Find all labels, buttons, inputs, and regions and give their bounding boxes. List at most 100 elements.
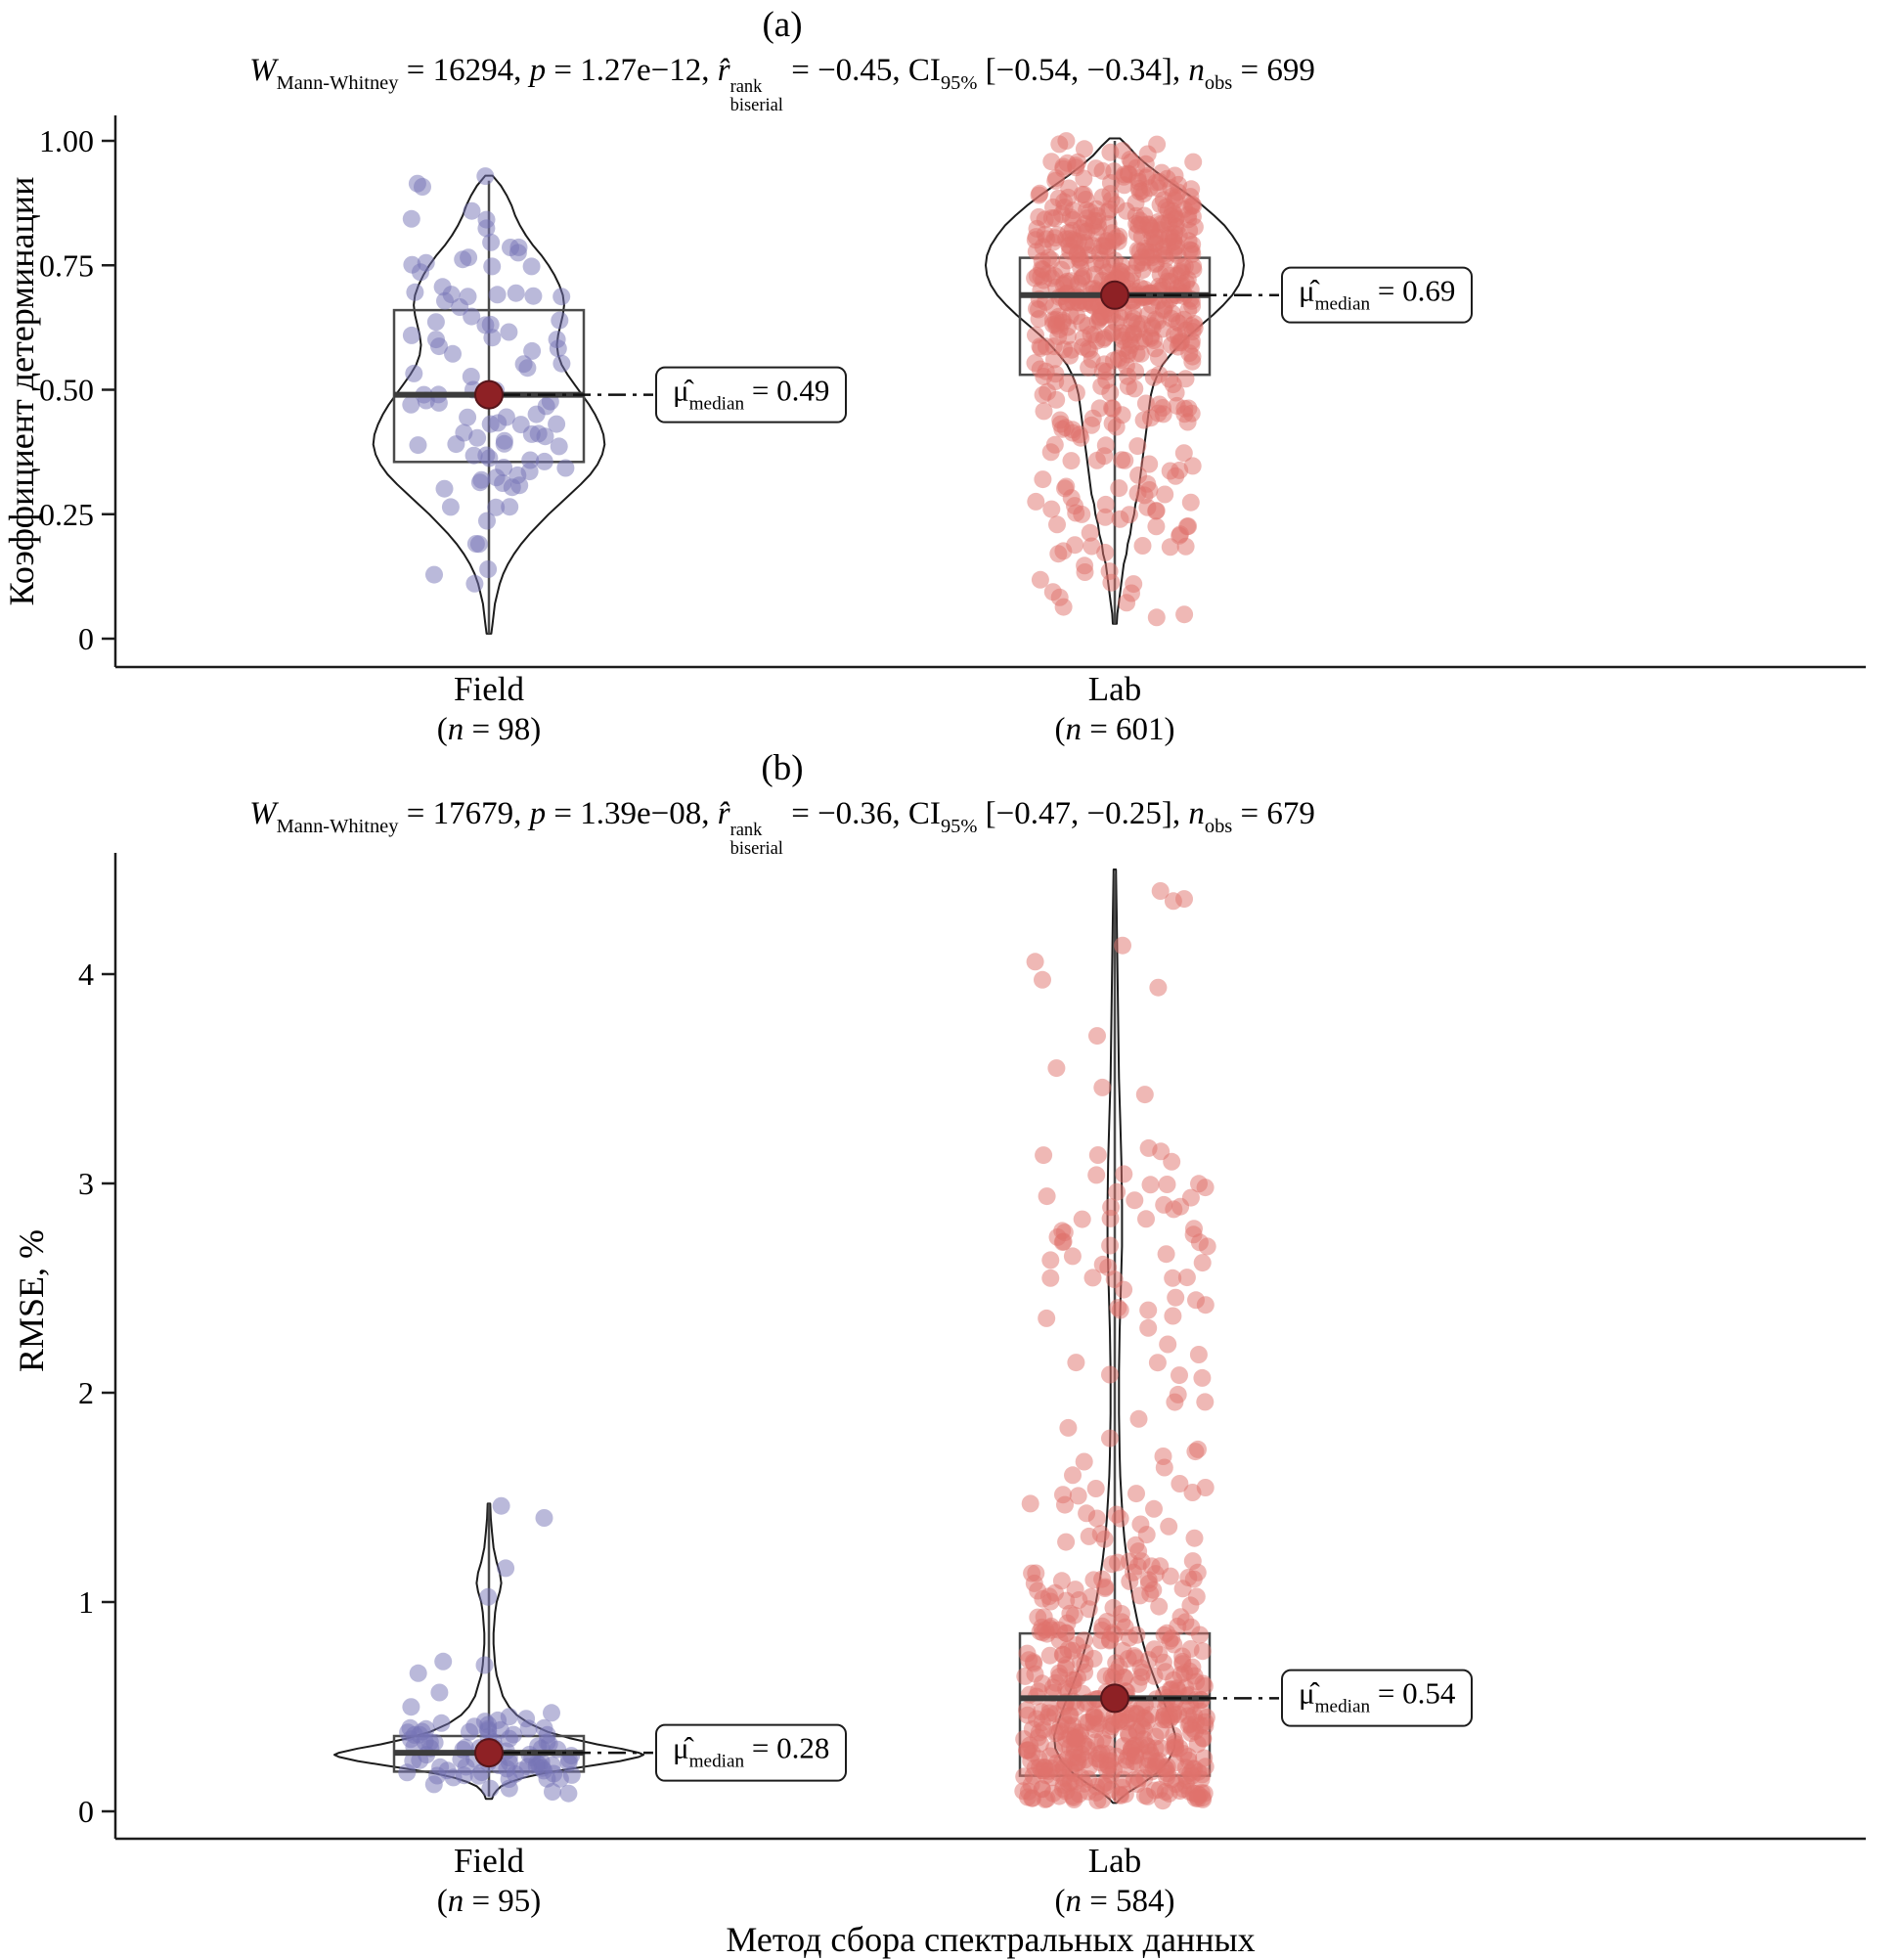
- data-point: [1192, 1702, 1211, 1720]
- data-point: [1180, 241, 1199, 259]
- data-point: [1147, 608, 1166, 627]
- data-point: [480, 449, 499, 468]
- data-point: [481, 1779, 500, 1798]
- data-point: [417, 1719, 435, 1738]
- data-point: [402, 209, 420, 228]
- group-label-field-b: Field: [454, 1842, 524, 1880]
- data-point: [1157, 1245, 1175, 1264]
- data-point: [431, 1758, 450, 1776]
- data-point: [476, 167, 495, 186]
- data-point: [1039, 1587, 1058, 1606]
- data-point: [1145, 1499, 1163, 1518]
- data-point: [1129, 1409, 1148, 1428]
- data-point: [1024, 1789, 1042, 1807]
- data-point: [1139, 1301, 1158, 1319]
- data-point: [551, 311, 569, 330]
- data-point: [1168, 396, 1186, 415]
- data-point: [1042, 500, 1061, 518]
- data-point: [451, 298, 469, 316]
- data-point: [1108, 1182, 1127, 1201]
- data-point: [1145, 1640, 1164, 1659]
- data-point: [535, 1509, 553, 1527]
- data-point: [1083, 1269, 1102, 1287]
- y-axis-title-a: Коэффициент детерминации: [2, 177, 41, 606]
- data-point: [1067, 383, 1085, 402]
- data-point: [1151, 882, 1170, 900]
- data-point: [1064, 1466, 1082, 1485]
- data-point: [1028, 219, 1046, 238]
- data-point: [487, 498, 506, 516]
- data-point: [1042, 250, 1061, 269]
- group-label-field-a: Field: [454, 670, 524, 708]
- data-point: [1181, 1596, 1200, 1615]
- data-point: [500, 323, 518, 341]
- data-point: [552, 354, 571, 373]
- sup-sub-stack: rank biserial: [729, 76, 783, 114]
- median-annotation-lab-a: μ̂median = 0.69: [1281, 266, 1474, 325]
- panel-b-label: (b): [761, 748, 804, 788]
- data-point: [495, 431, 513, 450]
- data-point: [430, 337, 448, 356]
- data-point: [477, 219, 496, 238]
- data-point: [417, 253, 435, 272]
- data-point: [1121, 1572, 1139, 1590]
- data-point: [1038, 1309, 1056, 1327]
- data-point: [1134, 411, 1153, 429]
- data-point: [517, 1710, 536, 1728]
- data-point: [1053, 1753, 1072, 1771]
- data-point: [1053, 311, 1072, 330]
- y-tick-label-a: 0.25: [39, 497, 94, 532]
- data-point: [492, 1496, 510, 1515]
- data-point: [475, 1656, 494, 1674]
- data-point: [1026, 269, 1044, 288]
- data-point: [1167, 1288, 1185, 1307]
- data-point: [1046, 1673, 1065, 1692]
- data-point: [1130, 1586, 1149, 1605]
- data-point: [466, 535, 485, 553]
- data-point: [1034, 470, 1052, 489]
- data-point: [543, 1704, 560, 1722]
- data-point: [1194, 1729, 1213, 1748]
- data-point: [1128, 253, 1147, 272]
- data-point: [1084, 1708, 1103, 1726]
- data-point: [1104, 1598, 1123, 1617]
- data-point: [1191, 1626, 1209, 1644]
- data-point: [1050, 135, 1069, 154]
- data-point: [433, 278, 452, 296]
- data-point: [1101, 1209, 1120, 1227]
- data-point: [464, 446, 483, 465]
- median-annotation-field-a: μ̂median = 0.49: [655, 366, 848, 423]
- violin-outline-field-b: [333, 1502, 644, 1801]
- data-point: [441, 498, 460, 516]
- data-point: [1105, 1670, 1123, 1688]
- data-point: [447, 435, 465, 454]
- data-point: [1101, 1236, 1120, 1255]
- data-point: [1101, 383, 1120, 402]
- data-point: [508, 466, 527, 484]
- data-point: [536, 427, 554, 446]
- data-point: [1196, 1393, 1215, 1411]
- data-point: [1185, 315, 1204, 333]
- data-point: [459, 408, 477, 426]
- panel-a-stats-subtitle: WMann-Whitney = 16294, p = 1.27e−12, r̂ r…: [249, 53, 1315, 114]
- panel-a-label: (a): [762, 5, 803, 45]
- data-point: [468, 428, 487, 447]
- data-point: [1154, 405, 1172, 423]
- data-point: [1110, 479, 1128, 498]
- data-point: [1027, 1564, 1045, 1582]
- data-point: [1047, 1059, 1066, 1078]
- data-point: [1040, 1646, 1059, 1665]
- x-axis-title: Метод сбора спектральных данных: [726, 1920, 1256, 1959]
- data-point: [1080, 358, 1098, 377]
- data-point: [1073, 505, 1091, 523]
- data-point: [1115, 1280, 1133, 1299]
- data-point: [1166, 1738, 1184, 1757]
- data-point: [402, 326, 420, 344]
- data-point: [559, 1784, 578, 1803]
- points-group-lab-a: [1026, 132, 1204, 627]
- data-point: [1190, 1233, 1209, 1252]
- data-point: [1027, 243, 1045, 261]
- data-point: [1103, 399, 1121, 418]
- data-point: [1054, 1486, 1072, 1504]
- data-point: [1050, 588, 1069, 606]
